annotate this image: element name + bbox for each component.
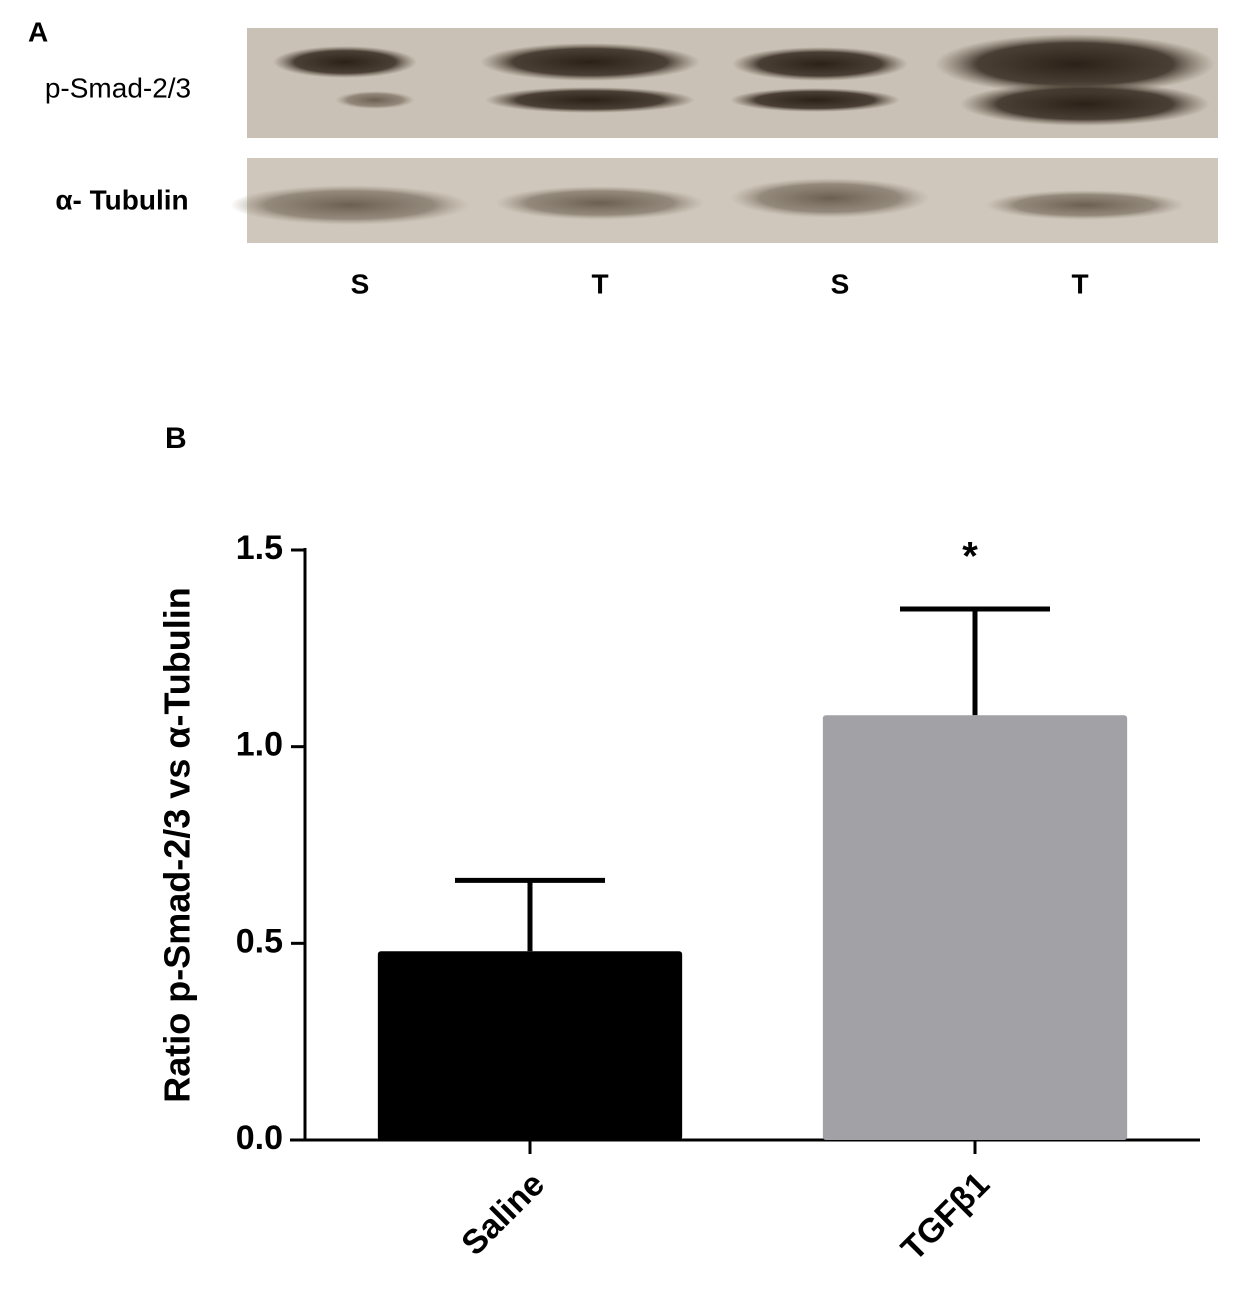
- panel-label: A: [28, 16, 48, 47]
- lane-label: T: [591, 268, 608, 299]
- row-label: p-Smad-2/3: [45, 72, 191, 103]
- bar: [377, 951, 683, 1140]
- x-tick-label: Saline: [454, 1165, 552, 1263]
- y-tick-label: 0.0: [236, 1119, 283, 1157]
- x-tick-label: TGFβ1: [894, 1165, 997, 1268]
- y-tick-label: 1.0: [236, 726, 283, 764]
- panel-label: B: [165, 422, 187, 455]
- y-tick-label: 0.5: [236, 922, 283, 960]
- significance-marker: *: [962, 535, 978, 579]
- row-label: α- Tubulin: [55, 184, 188, 215]
- y-tick-label: 1.5: [236, 529, 283, 567]
- lane-label: S: [831, 268, 850, 299]
- lane-label: S: [351, 268, 370, 299]
- bar: [822, 715, 1128, 1140]
- blot-image: [230, 28, 1218, 243]
- lane-label: T: [1071, 268, 1088, 299]
- y-axis-label: Ratio p-Smad-2/3 vs α-Tubulin: [157, 587, 198, 1103]
